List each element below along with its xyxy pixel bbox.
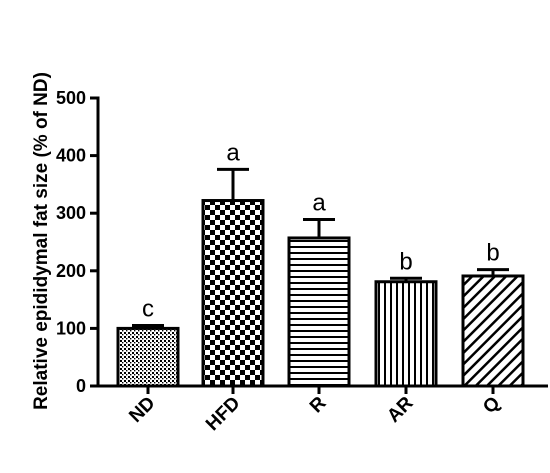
bar-AR (374, 280, 438, 388)
x-tick-label-R: R (306, 392, 331, 417)
bar-group-ND: c (116, 296, 180, 388)
x-tick-label-Q: Q (479, 393, 504, 418)
y-tick-label-300: 300 (56, 203, 86, 223)
bar-group-R: a (287, 190, 351, 388)
bar-Q (461, 274, 525, 388)
y-tick-label-200: 200 (56, 261, 86, 281)
y-tick-label-500: 500 (56, 88, 86, 108)
y-tick-label-100: 100 (56, 318, 86, 338)
bar-R (287, 236, 351, 388)
x-tick-label-HFD: HFD (202, 393, 244, 435)
significance-label-ND: c (142, 296, 154, 323)
significance-label-HFD: a (226, 139, 240, 166)
bar-group-Q: b (461, 240, 525, 388)
bar-group-HFD: a (201, 139, 265, 388)
bar-ND (116, 326, 180, 388)
y-tick-label-0: 0 (76, 376, 86, 396)
bar-HFD (201, 199, 265, 388)
x-tick-label-AR: AR (383, 392, 417, 426)
significance-label-R: a (312, 190, 326, 217)
significance-label-AR: b (399, 248, 412, 275)
x-axis-tick-labels: ND HFD R AR Q (125, 386, 505, 435)
y-axis-label: Relative epididymal fat size (% of ND) (31, 72, 52, 410)
x-tick-label-ND: ND (125, 393, 159, 427)
bars: c a a b b (116, 139, 525, 388)
y-axis-ticks: 0 100 200 300 400 500 (56, 88, 98, 396)
y-tick-label-400: 400 (56, 146, 86, 166)
bar-group-AR: b (374, 248, 438, 388)
significance-label-Q: b (486, 240, 499, 267)
